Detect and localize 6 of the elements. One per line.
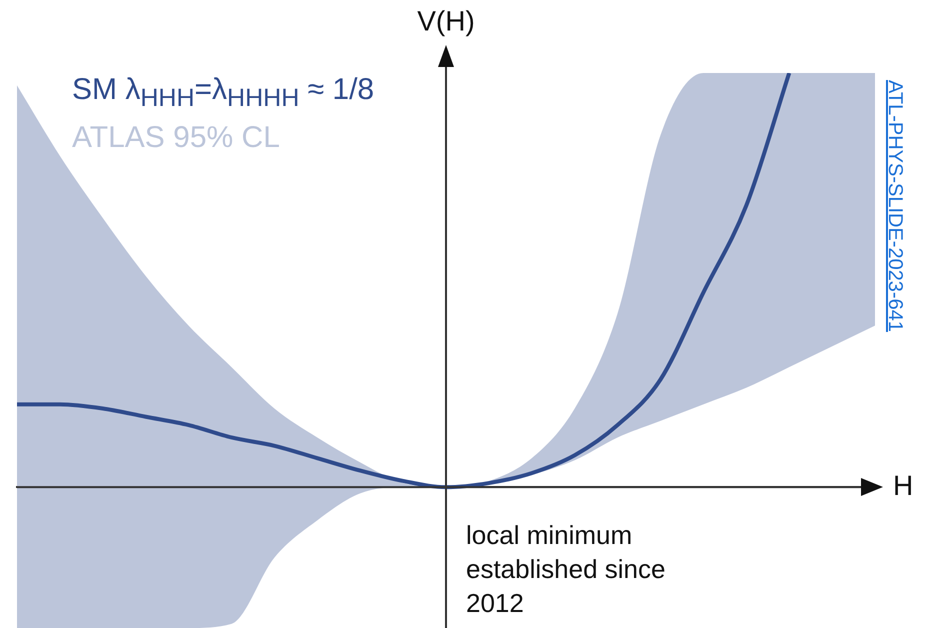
x-axis-title: H [893, 470, 914, 501]
y-axis-title: V(H) [417, 6, 475, 37]
text: SM λ$_{HHH}$=λ$_{HHHH}$ ≈ 1/8 [72, 72, 374, 114]
annotation: ATLAS 95% CL [72, 120, 281, 156]
text: local minimum established since 2012 [466, 519, 666, 620]
text: ATL-PHYS-SLIDE-2023-641 [883, 80, 906, 332]
